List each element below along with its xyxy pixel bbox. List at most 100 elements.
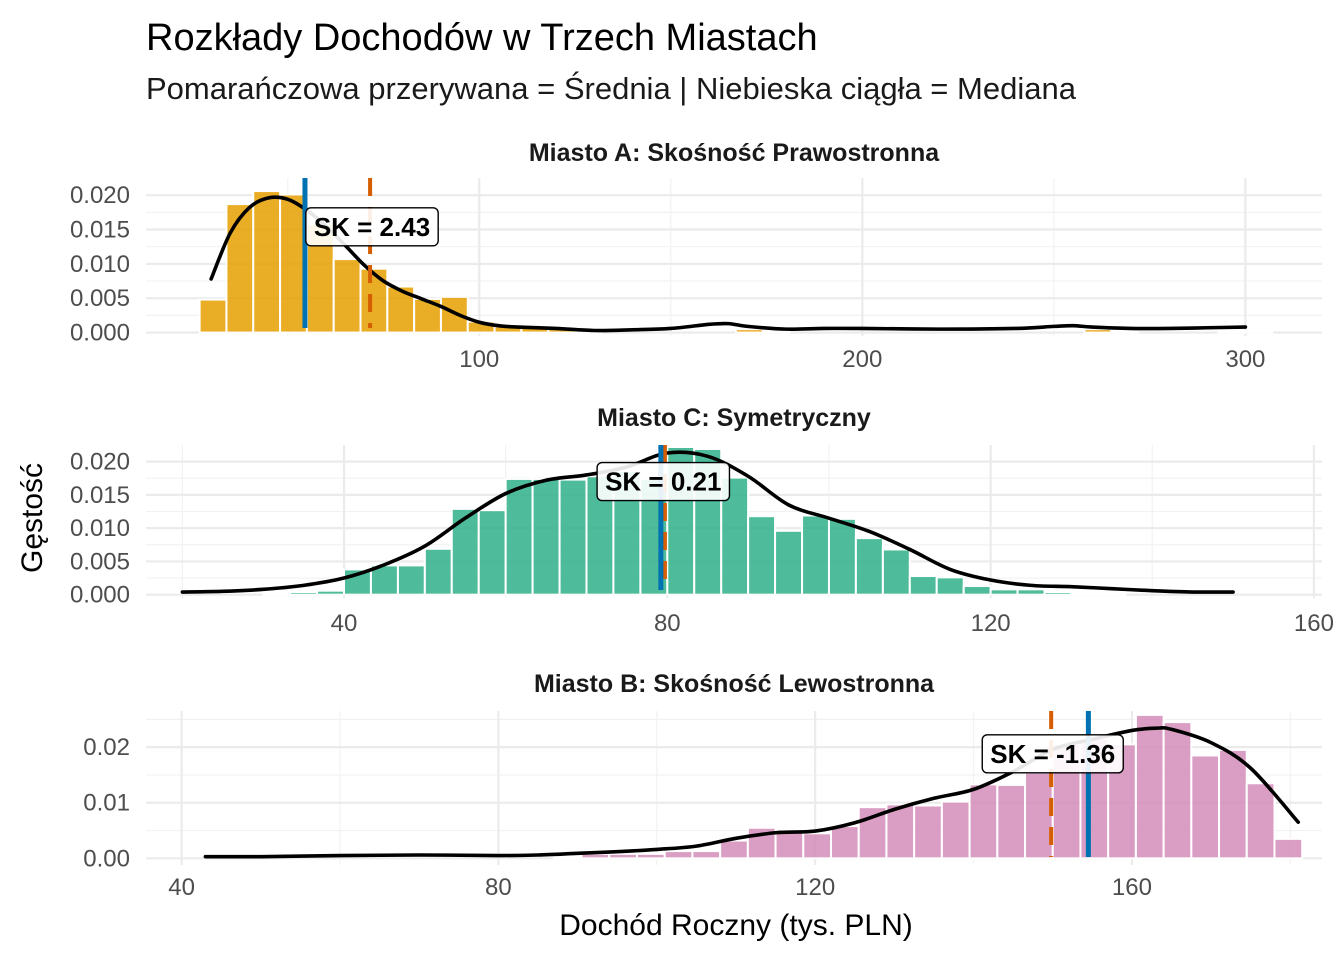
histogram-bar <box>962 585 992 596</box>
histogram-bar <box>608 852 638 860</box>
histogram-bar <box>802 832 833 860</box>
histogram-bar <box>1218 748 1248 860</box>
histogram-bar <box>774 529 804 596</box>
skewness-label-box <box>305 207 439 247</box>
histogram-bar <box>1134 713 1165 860</box>
histogram-bar <box>198 298 228 334</box>
skewness-label-text: SK = -1.36 <box>990 739 1115 769</box>
histogram-bar <box>940 800 971 860</box>
x-tick-label: 160 <box>1112 874 1152 901</box>
panel-b: Miasto B: Skośność Lewostronna SK = -1.36… <box>83 670 1322 901</box>
histogram-bar <box>830 825 860 860</box>
skewness-label-text: SK = 0.21 <box>605 467 721 497</box>
density-curve <box>203 726 1301 859</box>
y-tick-label: 0.010 <box>70 251 130 278</box>
panel-title: Miasto A: Skośność Prawostronna <box>529 139 940 167</box>
y-tick-label: 0.005 <box>70 285 130 312</box>
histogram-bar <box>1273 837 1304 860</box>
histogram-bar <box>289 591 319 596</box>
x-tick-label: 120 <box>971 610 1011 637</box>
x-axis-title: Dochód Roczny (tys. PLN) <box>559 909 912 942</box>
x-tick-label: 300 <box>1225 346 1265 373</box>
chart-subtitle: Pomarańczowa przerywana = Średnia | Nieb… <box>146 70 1077 106</box>
skewness-label: SK = 0.21 <box>596 461 731 502</box>
histogram-bar <box>881 548 911 596</box>
histogram-bar <box>635 852 666 860</box>
density-curve <box>180 450 1235 594</box>
y-tick-label: 0.015 <box>70 217 130 244</box>
histogram-bar <box>691 850 722 860</box>
y-tick-label: 0.020 <box>70 449 130 476</box>
x-tick-label: 40 <box>331 610 358 637</box>
histogram-bar <box>477 509 507 596</box>
histogram-bar <box>1217 330 1247 334</box>
y-tick-label: 0.000 <box>70 320 130 347</box>
histogram-bar <box>423 547 453 596</box>
skewness-label-box <box>981 734 1124 774</box>
skewness-label: SK = -1.36 <box>981 734 1124 774</box>
panel-title: Miasto B: Skośność Lewostronna <box>534 670 935 698</box>
histogram-bar <box>1016 588 1046 596</box>
x-tick-label: 200 <box>842 346 882 373</box>
histogram-bar <box>558 478 588 596</box>
panels: Miasto A: Skośność Prawostronna SK = 2.43… <box>70 139 1334 901</box>
histogram-bar <box>1083 328 1113 334</box>
histogram-bar <box>774 829 805 860</box>
x-tick-label: 80 <box>485 874 512 901</box>
histogram-bar <box>908 575 938 596</box>
y-axis-title: Gęstość <box>16 463 49 573</box>
histogram-bar <box>396 564 426 596</box>
histogram-bar <box>332 258 362 334</box>
histogram-bar <box>801 514 830 596</box>
y-tick-label: 0.02 <box>83 734 130 761</box>
histogram-bar <box>252 190 282 334</box>
panel-title: Miasto C: Symetryczny <box>597 404 871 432</box>
panel-c: Miasto C: Symetryczny SK = 0.21 0.000 0.005… <box>70 404 1334 637</box>
histogram-bar <box>552 855 583 860</box>
x-tick-label: 120 <box>795 874 835 901</box>
histogram-bar <box>1110 330 1140 334</box>
histogram-bar <box>989 588 1019 596</box>
histogram-bar <box>747 515 777 596</box>
y-tick-label: 0.005 <box>70 548 130 575</box>
histogram-bar <box>1024 771 1054 860</box>
y-tick-label: 0.01 <box>83 790 130 817</box>
histogram-bar <box>279 193 308 334</box>
histogram-bar <box>719 839 749 860</box>
y-tick-label: 0.015 <box>70 482 130 509</box>
histogram-bar <box>996 783 1027 860</box>
histogram-bar <box>1043 591 1073 596</box>
histogram-bar <box>1097 592 1127 596</box>
histogram-bar <box>1070 591 1100 596</box>
histogram-bar <box>262 592 292 596</box>
histogram-bar <box>734 328 764 334</box>
histogram-bar <box>827 517 857 596</box>
histogram-bar <box>913 804 943 860</box>
histogram-bar <box>531 477 561 596</box>
histogram-bar <box>316 589 346 596</box>
y-tick-label: 0.000 <box>70 582 130 609</box>
histogram-bar <box>854 537 884 596</box>
histogram-bar <box>1162 721 1193 860</box>
histogram-bar <box>1190 754 1221 860</box>
x-tick-label: 40 <box>168 874 195 901</box>
y-tick-label: 0.00 <box>83 845 130 872</box>
panel-a: Miasto A: Skośność Prawostronna SK = 2.43… <box>70 139 1322 373</box>
histogram-bar <box>968 783 999 860</box>
x-tick-label: 100 <box>459 346 499 373</box>
histogram-bar <box>359 267 389 334</box>
histogram-bar <box>450 507 480 596</box>
x-tick-label: 160 <box>1294 610 1334 637</box>
y-tick-label: 0.020 <box>70 182 130 209</box>
x-tick-label: 80 <box>654 610 681 637</box>
skewness-label: SK = 2.43 <box>305 207 439 247</box>
skewness-label-box <box>596 461 731 502</box>
histogram-bar <box>761 330 791 334</box>
histogram-bar <box>935 576 965 596</box>
skewness-label-text: SK = 2.43 <box>314 212 430 242</box>
histogram-bar <box>1245 782 1276 860</box>
histogram-bar <box>663 850 694 860</box>
histogram-bar <box>1244 330 1274 334</box>
